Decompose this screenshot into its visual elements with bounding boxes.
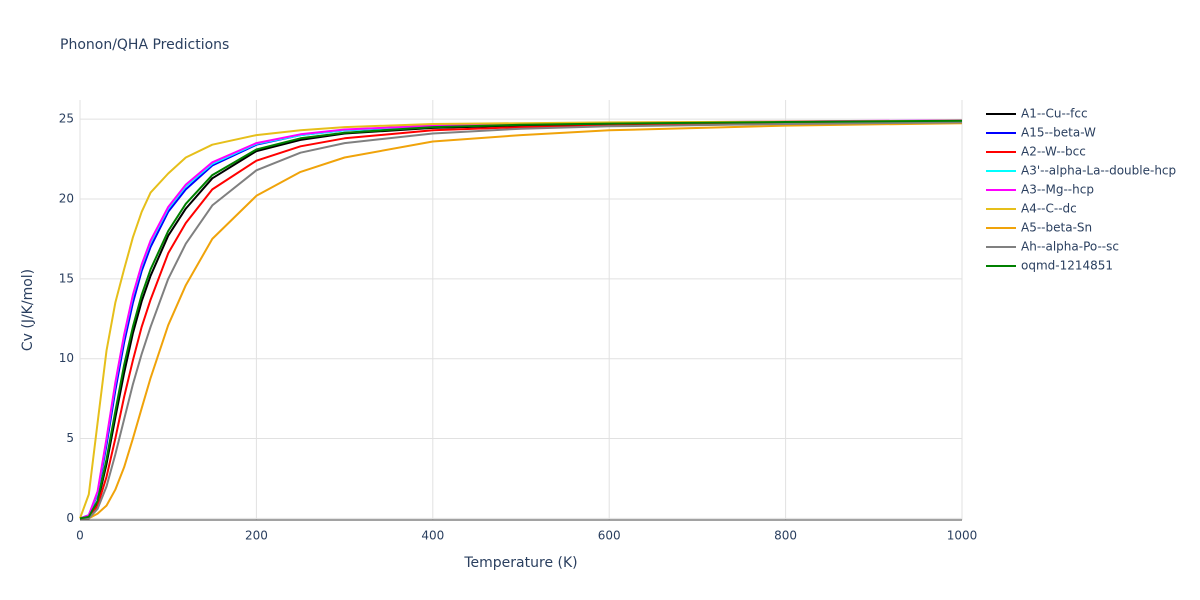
y-tick-label: 15 (59, 271, 74, 285)
series-line (79, 119, 963, 520)
x-tick-label: 400 (421, 529, 444, 543)
legend-label: A4--C--dc (1021, 202, 1077, 216)
legend-label: A3'--alpha-La--double-hcp (1021, 164, 1176, 178)
y-tick-label: 10 (59, 351, 74, 365)
x-tick-label: 800 (774, 529, 797, 543)
legend-label: A15--beta-W (1021, 126, 1096, 140)
x-axis-title: Temperature (K) (463, 555, 577, 571)
series-line (80, 121, 963, 520)
legend-label: A3--Mg--hcp (1021, 183, 1094, 197)
y-tick-label: 20 (59, 192, 74, 206)
y-axis-title: Cv (J/K/mol) (20, 269, 36, 351)
series-line (79, 119, 963, 520)
x-tick-label: 600 (598, 529, 621, 543)
series-line (80, 122, 963, 520)
series-line (79, 120, 963, 520)
legend-label: A1--Cu--fcc (1021, 107, 1088, 121)
chart-title: Phonon/QHA Predictions (60, 37, 229, 53)
legend-label: Ah--alpha-Po--sc (1021, 240, 1119, 254)
x-tick-label: 200 (245, 529, 268, 543)
y-tick-label: 0 (66, 511, 74, 525)
y-tick-label: 25 (59, 112, 74, 126)
legend-label: A5--beta-Sn (1021, 221, 1092, 235)
x-tick-label: 1000 (947, 529, 978, 543)
y-tick-label: 5 (66, 431, 74, 445)
series-line (79, 119, 963, 520)
series-line (79, 119, 963, 519)
legend-label: A2--W--bcc (1021, 145, 1086, 159)
series-line (79, 119, 963, 520)
series-line (80, 120, 963, 520)
x-tick-label: 0 (76, 529, 84, 543)
legend-label: oqmd-1214851 (1021, 259, 1113, 273)
